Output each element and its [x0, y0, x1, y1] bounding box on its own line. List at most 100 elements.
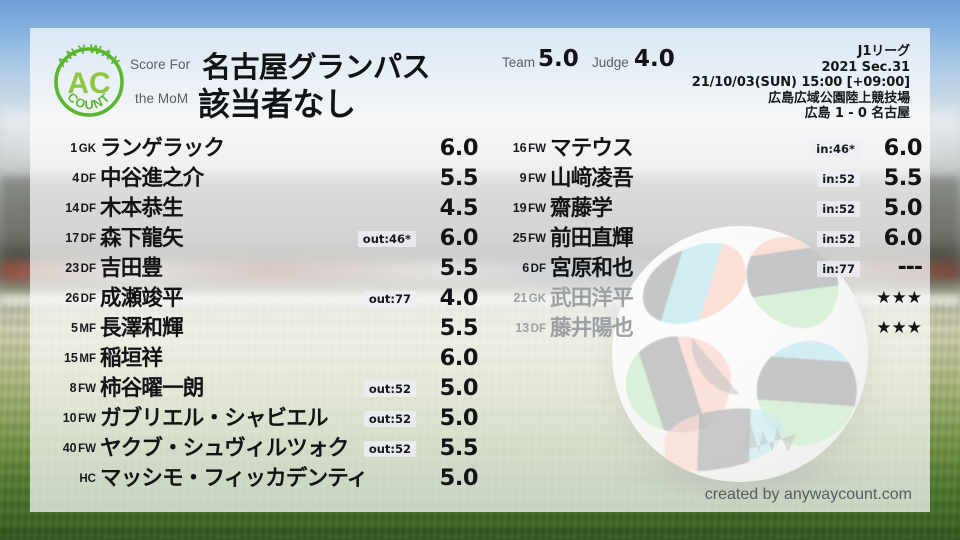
player-position: DF — [530, 323, 546, 335]
player-rating: 5.0 — [439, 465, 479, 491]
player-name: ランゲラック — [100, 136, 225, 161]
player-position: DF — [80, 293, 96, 305]
player-row[interactable]: 15 MF 稲垣祥 6.0 — [38, 344, 479, 374]
player-position: FW — [528, 173, 546, 185]
player-position: HC — [79, 473, 96, 485]
svg-text:ANYWAY: ANYWAY — [55, 42, 124, 70]
substitution-badge: in:52 — [817, 231, 860, 247]
player-number: 25 — [512, 231, 527, 245]
player-name: 齋藤学 — [550, 196, 613, 221]
team-name: 名古屋グランパス — [202, 50, 431, 84]
substitution-badge: out:77 — [363, 291, 416, 307]
player-row[interactable]: 14 DF 木本恭生 4.5 — [38, 194, 478, 224]
player-row[interactable]: 6 DF 宮原和也 in:77 --- — [488, 254, 923, 284]
player-position: FW — [78, 413, 96, 425]
player-name: 宮原和也 — [550, 256, 634, 281]
match-info-block: J1リーグ 2021 Sec.31 21/10/03(SUN) 15:00 [+… — [692, 44, 910, 122]
player-row[interactable]: 40 FW ヤクブ・シュヴィルツォク out:52 5.5 — [38, 434, 479, 464]
player-number: 8 — [69, 381, 77, 395]
player-number-position: 40 FW — [38, 441, 96, 456]
player-row[interactable]: 19 FW 齋藤学 in:52 5.0 — [488, 194, 923, 224]
content-card: ANYWAY COUNT AC Score For 名古屋グランパス the M… — [30, 28, 930, 512]
player-rating: 5.5 — [439, 255, 479, 281]
player-position: DF — [80, 233, 96, 245]
player-row[interactable]: 1 GK ランゲラック 6.0 — [38, 134, 478, 164]
season-section: 2021 Sec.31 — [821, 59, 910, 75]
player-number-position: 8 FW — [38, 381, 96, 396]
player-row[interactable]: 26 DF 成瀬竣平 out:77 4.0 — [38, 284, 478, 314]
player-rating: 5.5 — [439, 315, 479, 341]
substitution-badge: out:52 — [363, 441, 416, 457]
player-position: DF — [80, 203, 96, 215]
player-position: DF — [80, 263, 96, 275]
player-name: 藤井陽也 — [550, 316, 634, 341]
player-position: FW — [78, 443, 96, 455]
player-position: GK — [528, 293, 546, 305]
player-rating: 6.0 — [883, 135, 923, 161]
player-number: 23 — [65, 261, 80, 275]
player-number-position: 14 DF — [38, 201, 96, 216]
player-number: 40 — [62, 441, 77, 455]
player-row[interactable]: 23 DF 吉田豊 5.5 — [38, 254, 478, 284]
player-number-position: 5 MF — [38, 321, 96, 336]
substitution-badge: out:52 — [363, 381, 416, 397]
player-number-position: 15 MF — [38, 351, 96, 366]
player-rating: 6.0 — [439, 135, 479, 161]
player-position: MF — [79, 323, 96, 335]
player-number: 1 — [70, 141, 78, 155]
player-rating: 4.0 — [439, 285, 479, 311]
player-number-position: HC — [38, 471, 96, 486]
player-number: 6 — [522, 261, 530, 275]
player-row[interactable]: 4 DF 中谷進之介 5.5 — [38, 164, 478, 194]
player-rating: 5.0 — [439, 375, 479, 401]
player-number-position: 4 DF — [38, 171, 96, 186]
substitutes-list: 16 FW マテウス in:46* 6.0 9 FW 山﨑凌吾 in:52 5.5 19 FW 齋藤学 i… — [488, 134, 923, 344]
player-number: 13 — [515, 321, 530, 335]
substitution-badge: out:46* — [357, 231, 416, 247]
venue-name: 広島広域公園陸上競技場 — [768, 90, 910, 106]
player-rating: ★★★ — [876, 288, 922, 308]
player-position: FW — [528, 143, 546, 155]
player-name: 木本恭生 — [100, 196, 184, 221]
man-of-the-match-label: the MoM — [135, 91, 189, 106]
player-row[interactable]: 13 DF 藤井陽也 ★★★ — [488, 314, 922, 344]
player-rating: --- — [897, 255, 923, 280]
player-number-position: 13 DF — [488, 321, 546, 336]
player-position: MF — [79, 353, 96, 365]
player-rating: 5.5 — [439, 165, 479, 191]
player-row[interactable]: 25 FW 前田直輝 in:52 6.0 — [488, 224, 923, 254]
svg-text:COUNT: COUNT — [64, 90, 113, 112]
player-row[interactable]: 9 FW 山﨑凌吾 in:52 5.5 — [488, 164, 923, 194]
player-row[interactable]: 10 FW ガブリエル・シャビエル out:52 5.0 — [38, 404, 479, 434]
svg-text:AC: AC — [67, 67, 110, 100]
player-number: 5 — [70, 321, 78, 335]
player-number-position: 10 FW — [38, 411, 96, 426]
player-name: 森下龍矢 — [100, 226, 184, 251]
player-rating: 5.0 — [883, 195, 923, 221]
player-number: 16 — [512, 141, 527, 155]
player-name: 中谷進之介 — [100, 166, 204, 191]
player-name: ヤクブ・シュヴィルツォク — [100, 436, 349, 461]
player-name: ガブリエル・シャビエル — [100, 406, 329, 431]
player-row[interactable]: 17 DF 森下龍矢 out:46* 6.0 — [38, 224, 478, 254]
player-row[interactable]: 16 FW マテウス in:46* 6.0 — [488, 134, 923, 164]
player-number-position: 19 FW — [488, 201, 546, 216]
substitution-badge: in:46* — [811, 141, 860, 157]
player-number-position: 26 DF — [38, 291, 96, 306]
player-number: 26 — [65, 291, 80, 305]
player-number-position: 23 DF — [38, 261, 96, 276]
player-number: 19 — [512, 201, 527, 215]
player-number: 14 — [65, 201, 80, 215]
player-position: FW — [528, 233, 546, 245]
anyway-count-logo[interactable]: ANYWAY COUNT AC — [47, 40, 131, 124]
player-name: マッシモ・フィッカデンティ — [100, 466, 368, 491]
player-row[interactable]: HC マッシモ・フィッカデンティ 5.0 — [38, 464, 478, 494]
player-row[interactable]: 5 MF 長澤和輝 5.5 — [38, 314, 479, 344]
player-row[interactable]: 21 GK 武田洋平 ★★★ — [488, 284, 922, 314]
kickoff-time: 21/10/03(SUN) 15:00 [+09:00] — [691, 75, 910, 90]
player-rating: 5.0 — [439, 405, 479, 431]
team-score-value: 5.0 — [538, 46, 579, 72]
credit-text: created by anywaycount.com — [704, 486, 912, 503]
player-row[interactable]: 8 FW 柿谷曜一朗 out:52 5.0 — [38, 374, 479, 404]
